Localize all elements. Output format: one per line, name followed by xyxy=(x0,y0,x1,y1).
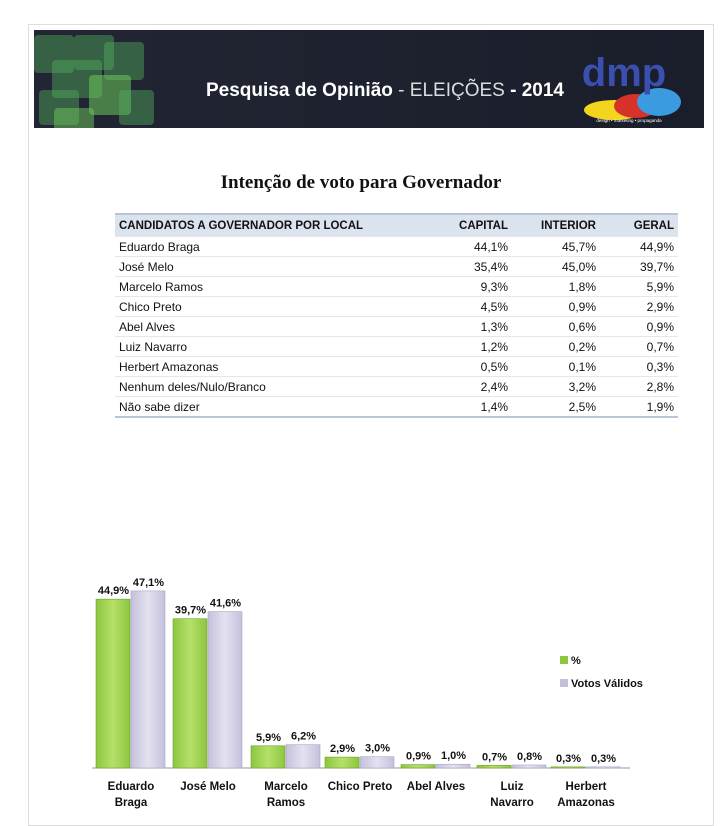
table-cell-value: 1,9% xyxy=(600,396,678,418)
table-row: Não sabe dizer 1,4% 2,5% 1,9% xyxy=(115,396,678,418)
table-cell-value: 44,1% xyxy=(434,236,512,257)
table-cell-candidate: Luiz Navarro xyxy=(115,336,434,357)
table-row: Marcelo Ramos 9,3% 1,8% 5,9% xyxy=(115,276,678,297)
banner-title: Pesquisa de Opinião - ELEIÇÕES - 2014 xyxy=(206,80,564,101)
data-label: 0,3% xyxy=(591,753,616,765)
table-cell-candidate: Nenhum deles/Nulo/Branco xyxy=(115,376,434,397)
col-header-capital: CAPITAL xyxy=(434,213,512,237)
bar xyxy=(172,618,208,769)
bar xyxy=(400,764,436,769)
table-cell-value: 9,3% xyxy=(434,276,512,297)
header-banner: Pesquisa de Opinião - ELEIÇÕES - 2014 dm… xyxy=(34,30,704,128)
svg-text:dmp: dmp xyxy=(582,51,666,95)
table-cell-value: 3,2% xyxy=(512,376,600,397)
category-label: Abel Alves xyxy=(407,781,465,793)
table-cell-value: 44,9% xyxy=(600,236,678,257)
category-label: Marcelo xyxy=(264,781,307,793)
table-cell-candidate: Marcelo Ramos xyxy=(115,276,434,297)
bar xyxy=(207,611,243,769)
table-cell-candidate: José Melo xyxy=(115,256,434,277)
bar xyxy=(250,745,286,769)
category-label: José Melo xyxy=(180,781,236,793)
data-label: 47,1% xyxy=(133,577,164,589)
category-label: Luiz xyxy=(501,781,524,793)
data-label: 1,0% xyxy=(441,750,466,762)
data-label: 41,6% xyxy=(210,598,241,610)
category-label: Chico Preto xyxy=(328,781,393,793)
bar xyxy=(435,763,471,769)
table-cell-value: 5,9% xyxy=(600,276,678,297)
table-cell-value: 0,5% xyxy=(434,356,512,377)
col-header-candidate: CANDIDATOS A GOVERNADOR POR LOCAL xyxy=(115,213,434,237)
table-cell-candidate: Eduardo Braga xyxy=(115,236,434,257)
table-cell-candidate: Herbert Amazonas xyxy=(115,356,434,377)
category-label: Ramos xyxy=(267,797,305,809)
bar xyxy=(585,766,621,769)
table-cell-value: 0,9% xyxy=(600,316,678,337)
bar xyxy=(285,744,321,769)
data-label: 0,9% xyxy=(406,751,431,763)
table-cell-value: 1,2% xyxy=(434,336,512,357)
bar xyxy=(511,764,547,769)
table-cell-value: 0,9% xyxy=(512,296,600,317)
dmp-logo: dmp design • marketing • propaganda xyxy=(582,51,681,123)
col-header-geral: GERAL xyxy=(600,213,678,237)
table-cell-value: 2,4% xyxy=(434,376,512,397)
data-label: 0,8% xyxy=(517,751,542,763)
table-cell-value: 35,4% xyxy=(434,256,512,277)
bar xyxy=(359,756,395,769)
bar xyxy=(324,756,360,769)
legend-item-percent: % xyxy=(560,655,581,667)
page-title: Intenção de voto para Governador xyxy=(220,172,502,193)
table-cell-candidate: Abel Alves xyxy=(115,316,434,337)
data-label: 3,0% xyxy=(365,743,390,755)
data-label: 5,9% xyxy=(256,732,281,744)
legend-item-votos-validos: Votos Válidos xyxy=(560,678,643,690)
table-cell-value: 0,7% xyxy=(600,336,678,357)
table-row: Nenhum deles/Nulo/Branco 2,4% 3,2% 2,8% xyxy=(115,376,678,397)
table-cell-value: 1,3% xyxy=(434,316,512,337)
bar xyxy=(130,590,166,769)
table-row: Herbert Amazonas 0,5% 0,1% 0,3% xyxy=(115,356,678,377)
table-cell-value: 2,5% xyxy=(512,396,600,418)
table-cell-value: 0,6% xyxy=(512,316,600,337)
data-label: 44,9% xyxy=(98,585,129,597)
table-cell-value: 0,3% xyxy=(600,356,678,377)
table-cell-candidate: Chico Preto xyxy=(115,296,434,317)
table-cell-value: 1,8% xyxy=(512,276,600,297)
bar-chart: 44,9% 47,1% Eduardo Braga 39,7% 41,6% José Mel… xyxy=(92,577,630,809)
col-header-interior: INTERIOR xyxy=(512,213,600,237)
table-row: Abel Alves 1,3% 0,6% 0,9% xyxy=(115,316,678,337)
category-label: Amazonas xyxy=(557,797,615,809)
svg-text:design • marketing • propagand: design • marketing • propaganda xyxy=(596,118,662,123)
bar xyxy=(476,765,512,769)
bar xyxy=(95,598,131,769)
data-label: 2,9% xyxy=(330,743,355,755)
table-row: Eduardo Braga 44,1% 45,7% 44,9% xyxy=(115,236,678,257)
category-label: Braga xyxy=(115,797,148,809)
table-cell-value: 0,1% xyxy=(512,356,600,377)
data-label: 0,3% xyxy=(556,753,581,765)
data-label: 39,7% xyxy=(175,605,206,617)
category-label: Navarro xyxy=(490,797,533,809)
table-cell-value: 1,4% xyxy=(434,396,512,418)
table-cell-value: 2,8% xyxy=(600,376,678,397)
table-row: Chico Preto 4,5% 0,9% 2,9% xyxy=(115,296,678,317)
results-table: CANDIDATOS A GOVERNADOR POR LOCAL CAPITA… xyxy=(115,213,678,418)
table-cell-value: 4,5% xyxy=(434,296,512,317)
table-cell-candidate: Não sabe dizer xyxy=(115,396,434,418)
table-cell-value: 39,7% xyxy=(600,256,678,277)
category-label: Herbert xyxy=(566,781,607,793)
bar xyxy=(550,766,586,769)
table-cell-value: 45,0% xyxy=(512,256,600,277)
table-row: José Melo 35,4% 45,0% 39,7% xyxy=(115,256,678,277)
category-label: Eduardo xyxy=(108,781,155,793)
table-cell-value: 2,9% xyxy=(600,296,678,317)
table-row: Luiz Navarro 1,2% 0,2% 0,7% xyxy=(115,336,678,357)
data-label: 6,2% xyxy=(291,731,316,743)
table-cell-value: 45,7% xyxy=(512,236,600,257)
table-cell-value: 0,2% xyxy=(512,336,600,357)
data-label: 0,7% xyxy=(482,751,507,763)
